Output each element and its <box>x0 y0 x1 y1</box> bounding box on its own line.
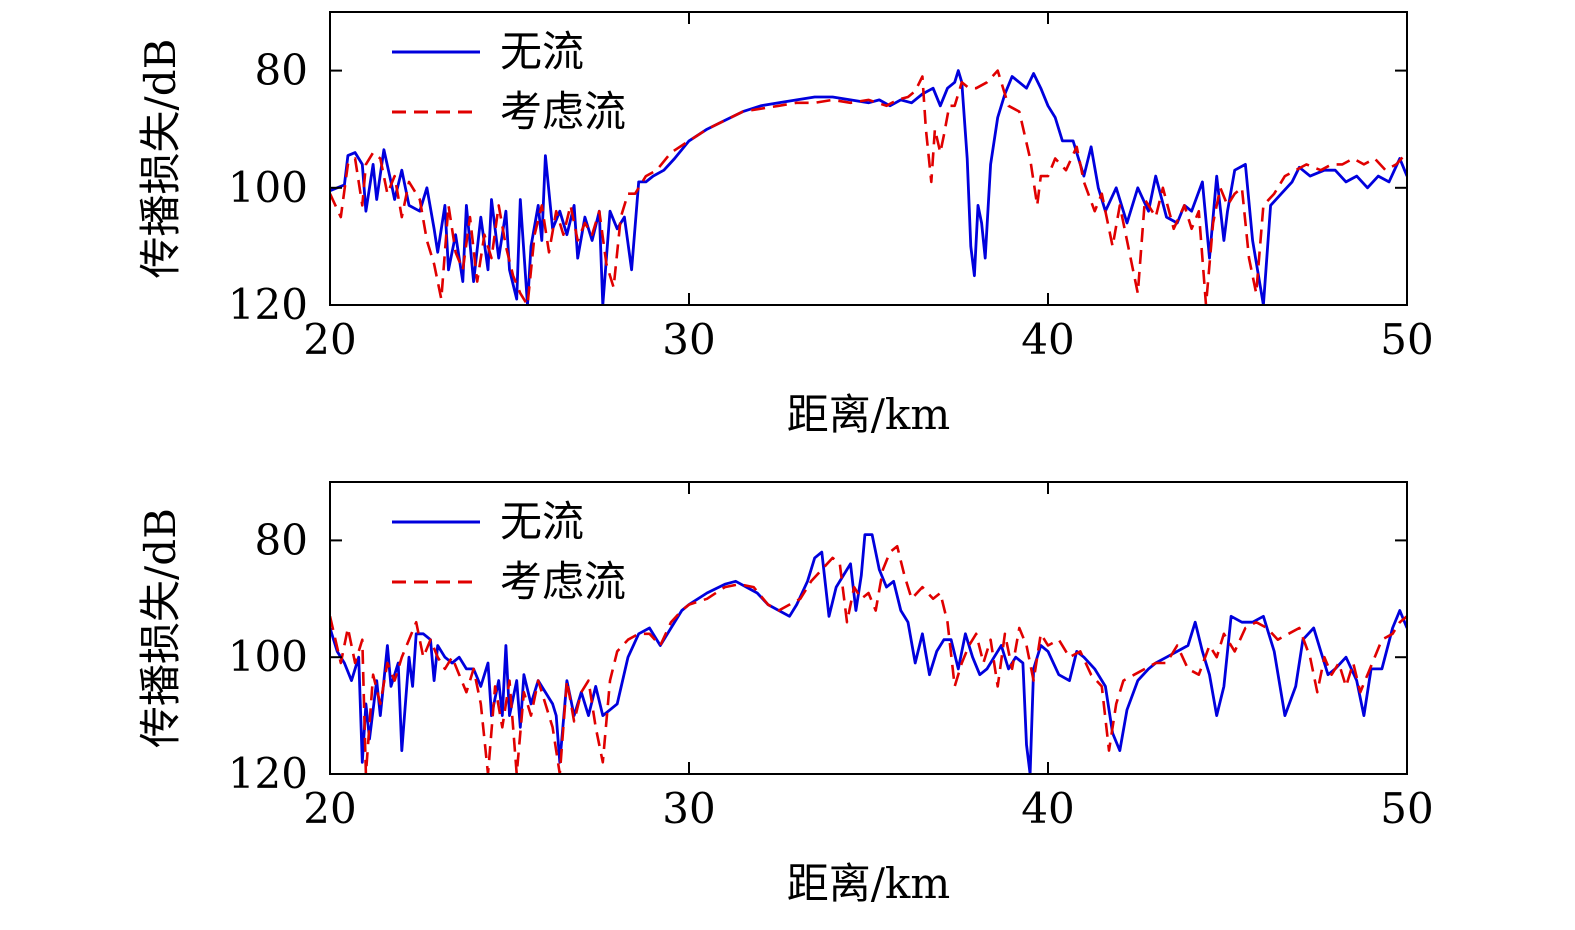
x-tick-label: 40 <box>1021 784 1074 833</box>
plot-frame-bottom <box>329 481 1408 775</box>
x-tick-label: 40 <box>1021 315 1074 364</box>
y-axis-title-bottom: 传播损失/dB <box>136 508 185 748</box>
x-axis-title-top: 距离/km <box>787 390 950 439</box>
legend-label-no-flow-top: 无流 <box>500 27 584 76</box>
x-tick-label: 50 <box>1380 784 1433 833</box>
chart-bottom: 20 30 40 50 80 100 120 无流 考虑流 距离/km 传播损失/dB <box>136 481 1434 908</box>
x-tick-label: 20 <box>303 784 356 833</box>
legend-label-with-flow-bottom: 考虑流 <box>500 557 626 606</box>
x-tick-label: 20 <box>303 315 356 364</box>
plot-frame-top <box>329 11 1408 306</box>
x-tick-label: 50 <box>1380 315 1433 364</box>
y-tick-label: 120 <box>228 280 308 329</box>
y-tick-label: 80 <box>255 46 308 95</box>
y-tick-label: 80 <box>255 515 308 564</box>
series-line-no-flow-top <box>330 69 1407 305</box>
x-tick-label: 30 <box>662 784 715 833</box>
ticks-top: 20 30 40 50 80 100 120 <box>228 12 1434 364</box>
y-tick-label: 120 <box>228 749 308 798</box>
ticks-bottom: 20 30 40 50 80 100 120 <box>228 482 1434 833</box>
x-tick-label: 30 <box>662 315 715 364</box>
chart-top: 20 30 40 50 80 100 120 无流 考虑流 距离/km 传播损失/dB <box>136 11 1434 439</box>
plot-lines-bottom <box>330 533 1407 774</box>
y-axis-title-top: 传播损失/dB <box>136 39 185 279</box>
legend-bottom: 无流 考虑流 <box>392 497 626 606</box>
series-line-with-flow-top <box>330 69 1407 305</box>
y-tick-label: 100 <box>228 632 308 681</box>
y-tick-label: 100 <box>228 163 308 212</box>
legend-top: 无流 考虑流 <box>392 27 626 136</box>
legend-label-with-flow-top: 考虑流 <box>500 87 626 136</box>
plot-lines-top <box>330 69 1407 305</box>
series-line-with-flow-bottom <box>330 544 1407 774</box>
legend-label-no-flow-bottom: 无流 <box>500 497 584 546</box>
x-axis-title-bottom: 距离/km <box>787 859 950 908</box>
series-line-no-flow-bottom <box>330 533 1407 774</box>
